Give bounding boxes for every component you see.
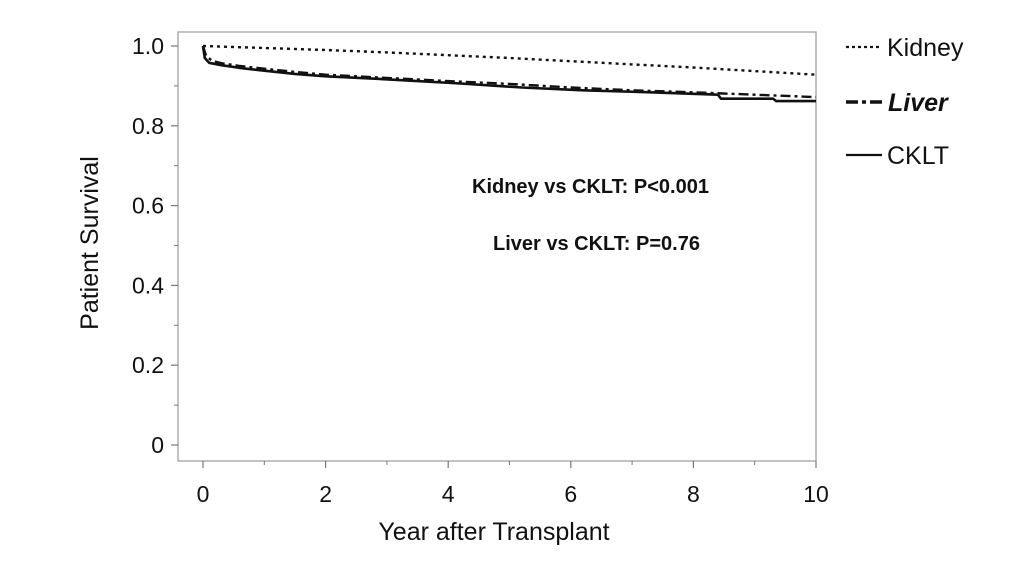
y-tick-label: 0.6	[132, 193, 164, 219]
x-tick-label: 6	[564, 481, 577, 507]
y-tick-label: 1.0	[132, 33, 164, 59]
series-line-liver	[201, 45, 817, 99]
series-line-kidney	[202, 44, 817, 76]
legend-label-kidney: Kidney	[887, 34, 964, 62]
x-tick-label: 2	[319, 481, 332, 507]
annotation-kidney-vs-cklt: Kidney vs CKLT: P<0.001	[472, 176, 709, 198]
annotation-liver-vs-cklt: Liver vs CKLT: P=0.76	[493, 233, 700, 255]
y-tick-label: 0	[151, 432, 164, 458]
series-line-cklt	[201, 45, 816, 103]
x-tick-label: 4	[442, 481, 455, 507]
y-tick-label: 0.4	[132, 272, 164, 298]
y-axis-ticks: 0 0.2 0.4 0.6 0.8 1.0	[132, 33, 178, 458]
legend-label-cklt: CKLT	[887, 142, 949, 170]
plot-frame	[177, 31, 817, 462]
legend-label-liver: Liver	[888, 89, 949, 117]
x-tick-label: 0	[197, 481, 210, 507]
legend-item-kidney: Kidney	[846, 34, 964, 62]
legend-item-cklt: CKLT	[846, 142, 949, 170]
y-tick-label: 0.2	[132, 352, 164, 378]
legend: Kidney Liver CKLT	[846, 34, 964, 170]
y-axis-title: Patient Survival	[76, 156, 104, 330]
x-tick-label: 10	[803, 481, 829, 507]
series-lines	[201, 44, 817, 103]
x-axis-ticks: 0 2 4 6 8 10	[197, 461, 829, 507]
x-axis-title: Year after Transplant	[378, 518, 609, 546]
x-tick-label: 8	[687, 481, 700, 507]
y-tick-label: 0.8	[132, 113, 164, 139]
legend-item-liver: Liver	[846, 89, 949, 117]
